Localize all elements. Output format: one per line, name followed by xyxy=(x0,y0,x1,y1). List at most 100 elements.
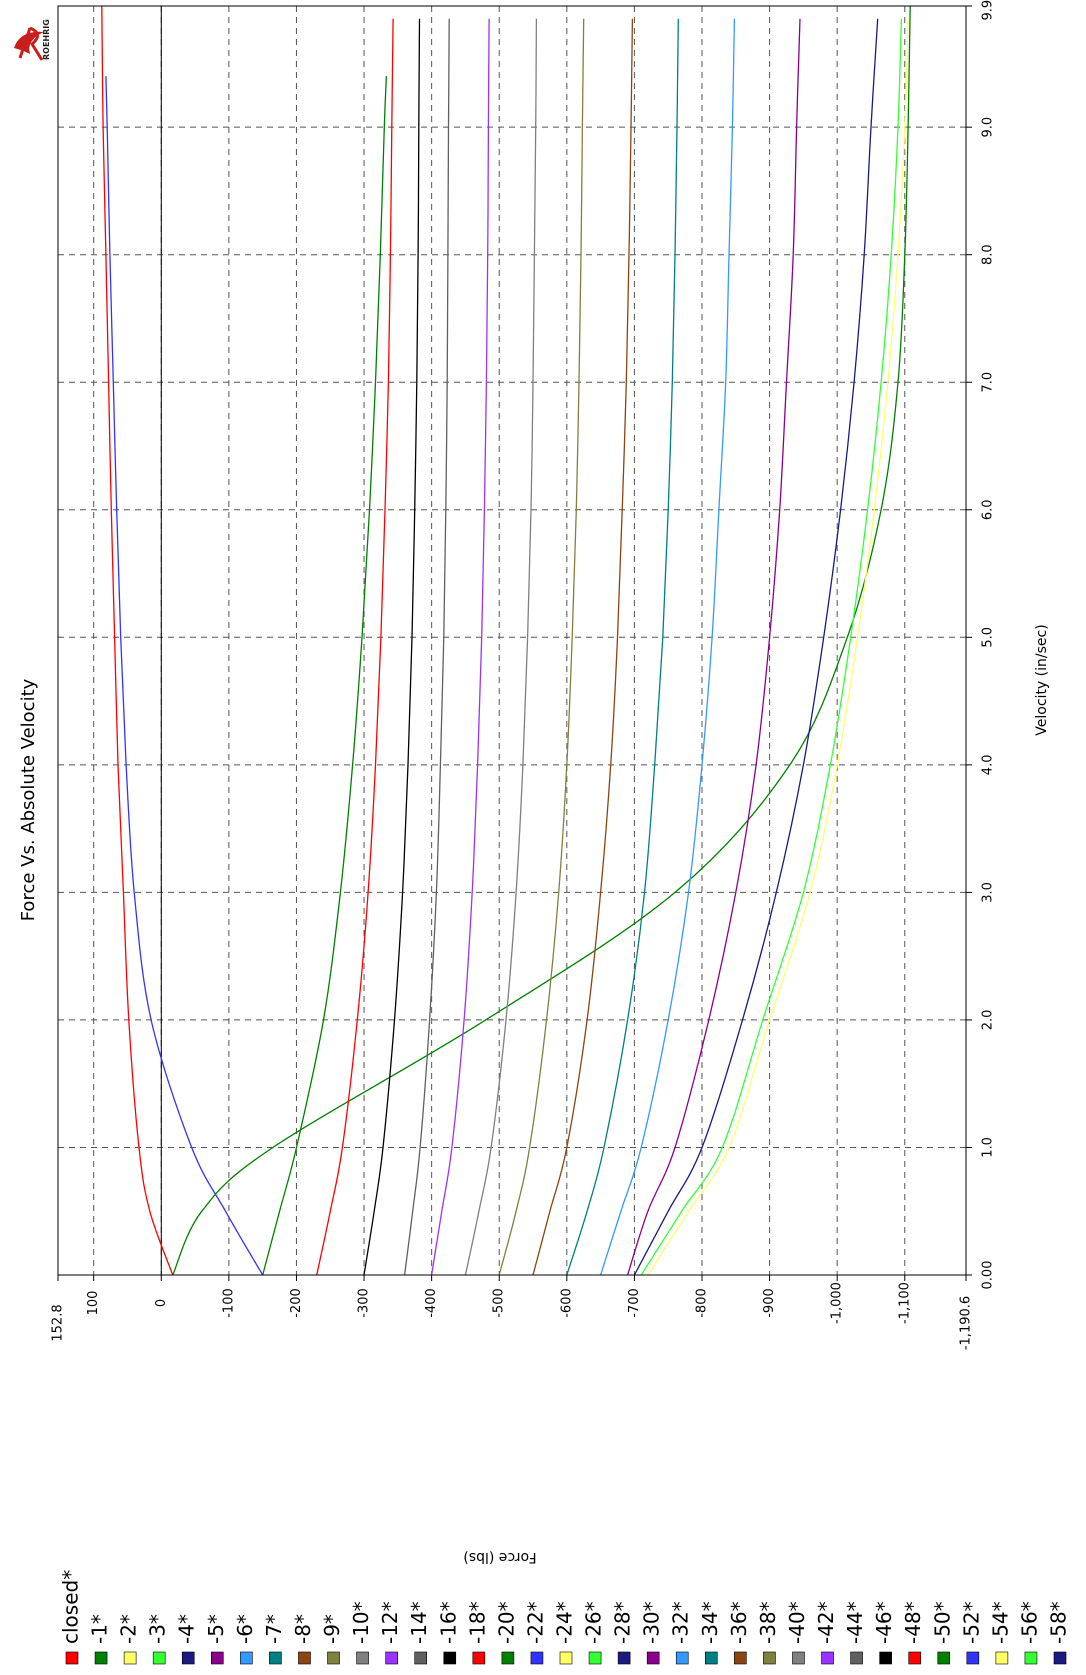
y-tick-label: -1,000 xyxy=(830,1282,845,1324)
legend-swatch xyxy=(327,1651,340,1665)
series-line-12 xyxy=(403,18,450,1276)
legend: closed* -1* -2* -3* -4* -5* -6* -7* -8* -9* -10* -1… xyxy=(59,1570,1071,1665)
legend-label: -30* xyxy=(640,1601,664,1644)
y-tick-label: -600 xyxy=(559,1288,574,1318)
plot-frame xyxy=(57,5,967,1276)
legend-label: -44* xyxy=(843,1601,867,1644)
y-tick-label: -800 xyxy=(694,1288,709,1318)
y-tick-label: -300 xyxy=(357,1288,372,1318)
legend-label: -40* xyxy=(785,1601,809,1644)
legend-swatch xyxy=(937,1651,951,1665)
series-line-1 xyxy=(172,5,911,1276)
logo-swoosh-icon xyxy=(14,31,44,54)
legend-swatch xyxy=(588,1651,602,1665)
legend-swatch xyxy=(879,1651,892,1665)
legend-swatch xyxy=(65,1651,79,1665)
legend-swatch xyxy=(298,1651,311,1665)
legend-label: -14* xyxy=(407,1601,431,1644)
roehrig-logo: ROEHRIG xyxy=(14,19,51,61)
legend-swatch xyxy=(443,1651,457,1665)
y-tick-label: -100 xyxy=(221,1288,236,1318)
legend-swatch xyxy=(181,1651,195,1665)
x-axis-label: Velocity (in/sec) xyxy=(1034,624,1050,735)
legend-swatch xyxy=(152,1651,166,1665)
series-line-10 xyxy=(464,18,538,1276)
series-line-5 xyxy=(626,18,801,1276)
series-line-14 xyxy=(316,18,394,1276)
series-line-6 xyxy=(599,18,736,1276)
legend-label: -9* xyxy=(320,1614,344,1644)
legend-swatch xyxy=(385,1651,398,1665)
legend-label: -6* xyxy=(233,1614,257,1644)
legend-label: -3* xyxy=(146,1614,170,1644)
legend-label: -56* xyxy=(1017,1601,1041,1644)
legend-label: -34* xyxy=(698,1601,722,1644)
legend-label: -52* xyxy=(959,1601,983,1644)
legend-label: -48* xyxy=(901,1601,925,1644)
legend-label: -26* xyxy=(582,1601,606,1644)
legend-swatch xyxy=(646,1651,660,1665)
legend-swatch xyxy=(559,1651,573,1665)
legend-swatch xyxy=(356,1651,369,1665)
legend-swatch xyxy=(1053,1651,1067,1665)
y-tick-label: -500 xyxy=(492,1288,507,1318)
x-tick-label: 4.0 xyxy=(981,755,996,776)
series-line-11 xyxy=(430,18,490,1276)
series-line-7 xyxy=(566,18,679,1276)
series-line-4 xyxy=(633,18,879,1276)
series-line-0 xyxy=(101,5,174,1276)
series-line-15 xyxy=(262,76,388,1276)
y-tick-label: 100 xyxy=(86,1291,101,1316)
legend-swatch xyxy=(414,1651,428,1665)
y-tick-label: -1,190.6 xyxy=(959,1296,974,1350)
legend-label: -18* xyxy=(465,1601,489,1644)
legend-swatch xyxy=(966,1651,980,1665)
legend-label: -12* xyxy=(378,1601,402,1644)
y-axis-label: Force (lbs) xyxy=(463,1549,536,1565)
logo-text: ROEHRIG xyxy=(42,19,51,60)
x-tick-label: 7.0 xyxy=(981,372,996,393)
legend-label: -38* xyxy=(756,1601,780,1644)
legend-swatch xyxy=(530,1651,544,1665)
legend-swatch xyxy=(472,1651,486,1665)
series-line-16 xyxy=(105,76,264,1276)
legend-swatch xyxy=(210,1651,224,1665)
legend-label: -2* xyxy=(117,1614,141,1644)
y-tick-label: -400 xyxy=(424,1288,439,1318)
x-tick-label: 5.0 xyxy=(981,627,996,648)
legend-label: -8* xyxy=(291,1614,315,1644)
legend-swatch xyxy=(94,1651,108,1665)
legend-label: -20* xyxy=(494,1601,518,1644)
legend-label: -32* xyxy=(669,1601,693,1644)
legend-label: closed* xyxy=(59,1570,83,1644)
legend-swatch xyxy=(763,1651,776,1665)
x-tick-label: 8.0 xyxy=(981,244,996,265)
legend-swatch xyxy=(123,1651,137,1665)
x-tick-label: 9.0 xyxy=(981,117,996,138)
legend-label: -10* xyxy=(349,1601,373,1644)
legend-swatch xyxy=(501,1651,515,1665)
legend-label: -58* xyxy=(1047,1601,1071,1644)
legend-label: -24* xyxy=(553,1601,577,1644)
legend-swatch xyxy=(240,1651,253,1665)
legend-swatch xyxy=(269,1651,282,1665)
legend-label: -28* xyxy=(611,1601,635,1644)
x-tick-label: 9.95 xyxy=(981,0,996,20)
y-tick-label: -1,100 xyxy=(897,1282,912,1324)
legend-label: -46* xyxy=(872,1601,896,1644)
series-line-3 xyxy=(640,18,903,1276)
legend-swatch xyxy=(995,1651,1009,1665)
x-tick-label: 1.0 xyxy=(981,1137,996,1158)
legend-label: -5* xyxy=(204,1614,228,1644)
tick-layer: 0.00 1.0 2.0 3.0 4.0 5.0 6.0 7.0 8.0 9.0 9.95 152.8… xyxy=(51,0,996,1350)
y-tick-label: -200 xyxy=(289,1288,304,1318)
x-tick-label: 0.00 xyxy=(981,1261,996,1290)
legend-label: -36* xyxy=(727,1601,751,1644)
series-line-13 xyxy=(363,18,421,1276)
x-tick-label: 3.0 xyxy=(981,882,996,903)
logo-r-icon xyxy=(18,26,44,61)
legend-swatch xyxy=(704,1651,718,1665)
grid-layer xyxy=(58,6,966,1275)
